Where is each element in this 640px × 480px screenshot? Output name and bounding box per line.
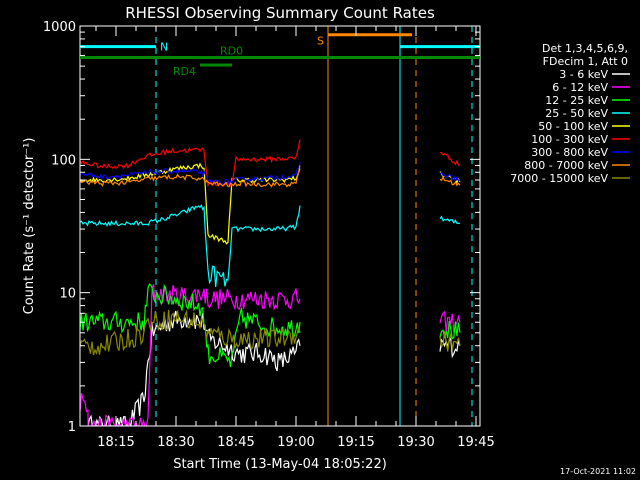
legend-label-8: 800 - 7000 keV xyxy=(524,159,608,172)
series-4-line-1 xyxy=(80,203,301,288)
legend-label-6: 100 - 300 keV xyxy=(531,133,608,146)
x-axis-label: Start Time (13-May-04 18:05:22) xyxy=(173,457,387,472)
x-tick-label-2: 18:30 xyxy=(157,435,194,450)
x-tick-label-6: 19:30 xyxy=(397,435,434,450)
chart-title: RHESSI Observing Summary Count Rates xyxy=(125,4,435,22)
legend-label-9: 7000 - 15000 keV xyxy=(510,172,608,185)
series-7-line-1 xyxy=(80,162,301,186)
series-8-line-2 xyxy=(439,175,461,187)
series-9 xyxy=(80,309,461,356)
y-tick-label-2: 10 xyxy=(59,287,76,302)
series-7-line-2 xyxy=(439,171,461,183)
legend-label-2: 6 - 12 keV xyxy=(552,81,608,94)
annotation-label-3: RD4 xyxy=(173,65,196,78)
series-6-line-1 xyxy=(80,139,301,188)
x-tick-label-4: 19:00 xyxy=(277,435,314,450)
x-tick-label-7: 19:45 xyxy=(457,435,494,450)
x-tick-label-1: 18:15 xyxy=(97,435,134,450)
x-tick-label-3: 18:45 xyxy=(217,435,254,450)
series-2-line-2 xyxy=(439,310,461,333)
series-4 xyxy=(80,203,461,288)
legend-label-7: 300 - 800 keV xyxy=(531,146,608,159)
series-7 xyxy=(80,162,461,186)
annotation-label-4: S xyxy=(317,35,324,48)
legend-header-1: Det 1,3,4,5,6,9, xyxy=(542,42,628,55)
annotation-label-2: RD0 xyxy=(220,45,243,58)
series-8-line-1 xyxy=(80,165,301,188)
annotation-label-1: N xyxy=(160,41,168,54)
series-4-line-2 xyxy=(439,215,461,225)
legend-header-2: FDecim 1, Att 0 xyxy=(543,55,628,68)
series-3-line-2 xyxy=(439,320,461,340)
y-tick-label-4: 1000 xyxy=(43,20,76,35)
y-axis-label: Count Rate (s⁻¹ detector⁻¹) xyxy=(22,138,37,315)
legend-label-1: 3 - 6 keV xyxy=(559,68,608,81)
x-tick-label-5: 19:15 xyxy=(337,435,374,450)
series-8 xyxy=(80,165,461,188)
series-9-line-1 xyxy=(80,309,301,356)
series-5-line-1 xyxy=(80,162,301,245)
axes: N RD0 RD4 S 1 10 100 1000 18:15 18:30 18:45 19:00 19… xyxy=(43,20,495,450)
plot-frame xyxy=(79,25,481,427)
series-6-line-2 xyxy=(439,151,461,166)
plot-area xyxy=(80,26,473,426)
legend: Det 1,3,4,5,6,9,FDecim 1, Att 03 - 6 keV… xyxy=(510,42,630,185)
legend-label-4: 25 - 50 keV xyxy=(545,107,608,120)
y-tick-label-1: 1 xyxy=(68,420,76,435)
series-9-line-2 xyxy=(439,331,461,352)
series-3 xyxy=(80,282,461,368)
legend-label-5: 50 - 100 keV xyxy=(538,120,608,133)
series-3-line-1 xyxy=(80,282,301,368)
legend-label-3: 12 - 25 keV xyxy=(545,94,608,107)
footer-timestamp: 17-Oct-2021 11:02 xyxy=(560,467,636,476)
series-6 xyxy=(80,139,461,188)
series-2 xyxy=(80,284,461,426)
y-tick-label-3: 100 xyxy=(51,153,76,168)
series-1-line-1 xyxy=(87,310,301,426)
